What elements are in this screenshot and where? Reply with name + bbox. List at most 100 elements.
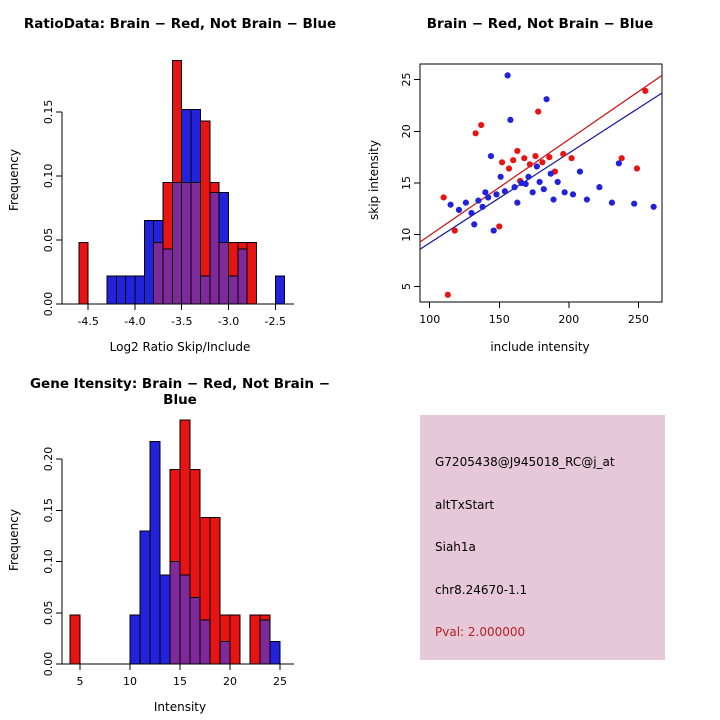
- bar-overlap: [181, 181, 192, 305]
- info-box: G7205438@J945018_RC@j_at altTxStart Siah…: [420, 415, 665, 660]
- y-tick-label: 25: [400, 73, 413, 87]
- scatter-point: [522, 180, 529, 188]
- bar-overlap: [190, 181, 201, 305]
- bar-overlap: [219, 640, 231, 665]
- scatter-point: [498, 159, 506, 166]
- scatter-point: [497, 173, 504, 180]
- scatter-point: [511, 184, 518, 191]
- bar-notbrain: [134, 275, 145, 305]
- y-tick-label: 20: [400, 124, 413, 138]
- scatter-point: [440, 194, 447, 201]
- x-tick-label: -4.0: [124, 315, 145, 328]
- y-tick-label: 0.10: [42, 164, 55, 189]
- scatter-point: [539, 159, 546, 166]
- gene-intensity-histogram-chart: 5 10 15 20 25 0.00 0.05 0.10 0.15 0.20: [42, 419, 294, 688]
- x-axis: 100 150 200 250: [419, 302, 649, 326]
- scatter-point: [583, 196, 590, 203]
- bar-overlap: [199, 275, 211, 305]
- scatter-point: [475, 197, 482, 204]
- scatter-point: [569, 191, 577, 198]
- gene-hist-title: Gene Itensity: Brain − Red, Not Brain − …: [29, 376, 331, 408]
- scatter-point: [547, 170, 554, 177]
- scatter-point: [510, 157, 517, 164]
- scatter-point: [560, 150, 567, 158]
- scatter-point: [529, 189, 536, 196]
- brain-fit-line: [419, 74, 663, 243]
- y-tick-label: 0.10: [42, 549, 55, 574]
- bar-brain: [229, 614, 241, 665]
- bar-notbrain: [159, 574, 171, 665]
- plot-border: [419, 63, 663, 303]
- scatter-point: [642, 87, 649, 95]
- scatter-point: [525, 173, 532, 180]
- bar-overlap: [171, 181, 183, 305]
- info-line-location: chr8.24670-1.1: [435, 583, 528, 597]
- x-axis: -4.5 -4.0 -3.5 -3.0 -2.5: [62, 303, 294, 328]
- x-tick-label: 150: [489, 313, 510, 326]
- scatter-point: [615, 160, 622, 167]
- scatter-point: [493, 191, 500, 198]
- scatter-point: [536, 178, 543, 186]
- scatter-point: [568, 155, 575, 162]
- scatter-point: [554, 178, 561, 186]
- y-tick-label: 0.05: [42, 228, 55, 253]
- y-tick-label: 0.20: [42, 447, 55, 472]
- panel-annotation-box: G7205438@J945018_RC@j_at altTxStart Siah…: [360, 360, 720, 720]
- bar-overlap: [189, 596, 201, 665]
- scatter-point: [507, 116, 514, 123]
- bar-overlap: [209, 192, 220, 305]
- x-tick-label: 100: [419, 313, 440, 326]
- scatter-point: [540, 186, 547, 193]
- scatter-point: [472, 130, 479, 137]
- ratio-histogram-chart: -4.5 -4.0 -3.5 -3.0 -2.5 0.00 0.05 0.10 0.15: [42, 60, 294, 328]
- scatter-point: [596, 184, 603, 191]
- scatter-point: [618, 155, 625, 162]
- scatter-point: [535, 108, 542, 115]
- scatter-point: [501, 188, 508, 195]
- scatter-point: [478, 121, 485, 129]
- x-axis: 5 10 15 20 25: [62, 663, 294, 688]
- scatter-point: [650, 203, 657, 210]
- points-red: [440, 87, 649, 298]
- fit-lines: [419, 74, 663, 250]
- scatter-point: [543, 96, 550, 103]
- bar-brain: [249, 614, 261, 665]
- bar-overlap: [153, 242, 164, 305]
- panel-gene-intensity-histogram: Gene Itensity: Brain − Red, Not Brain − …: [0, 360, 360, 720]
- scatter-point: [487, 152, 495, 160]
- x-tick-label: -3.5: [171, 315, 192, 328]
- bar-notbrain: [139, 530, 151, 665]
- scatter-point: [526, 161, 533, 168]
- scatter-point: [496, 223, 503, 230]
- ratio-hist-title: RatioData: Brain − Red, Not Brain − Blue: [23, 16, 337, 32]
- bar-overlap: [162, 248, 173, 305]
- gene-hist-ylabel: Frequency: [7, 509, 21, 571]
- scatter-point: [576, 168, 584, 175]
- scatter-point: [468, 209, 475, 217]
- y-axis: 0.00 0.05 0.10 0.15: [42, 100, 63, 317]
- gene-hist-xlabel: Intensity: [153, 700, 207, 714]
- y-tick-label: 0.00: [42, 292, 55, 317]
- bar-notbrain: [269, 640, 281, 665]
- histogram-bars: [69, 419, 281, 665]
- scatter-point: [485, 194, 492, 201]
- scatter-point: [447, 201, 454, 208]
- scatter-point: [550, 196, 557, 203]
- bar-brain: [69, 614, 81, 665]
- scatter-point: [505, 165, 513, 172]
- x-tick-label: 25: [273, 675, 287, 688]
- points-blue: [447, 72, 657, 234]
- scatter-point: [482, 189, 489, 196]
- info-line-event-type: altTxStart: [435, 498, 495, 512]
- scatter-point: [514, 147, 521, 155]
- scatter-point: [546, 154, 553, 161]
- info-line-probe-id: G7205438@J945018_RC@j_at: [435, 455, 615, 469]
- scatter-point: [631, 200, 638, 207]
- x-tick-label: 5: [77, 675, 84, 688]
- scatter-point: [504, 72, 511, 79]
- y-tick-label: 5: [400, 283, 413, 290]
- bar-notbrain: [143, 220, 155, 305]
- histogram-bars: [78, 60, 286, 305]
- y-axis: 0.00 0.05 0.10 0.15 0.20: [42, 447, 63, 676]
- scatter-point: [451, 227, 458, 234]
